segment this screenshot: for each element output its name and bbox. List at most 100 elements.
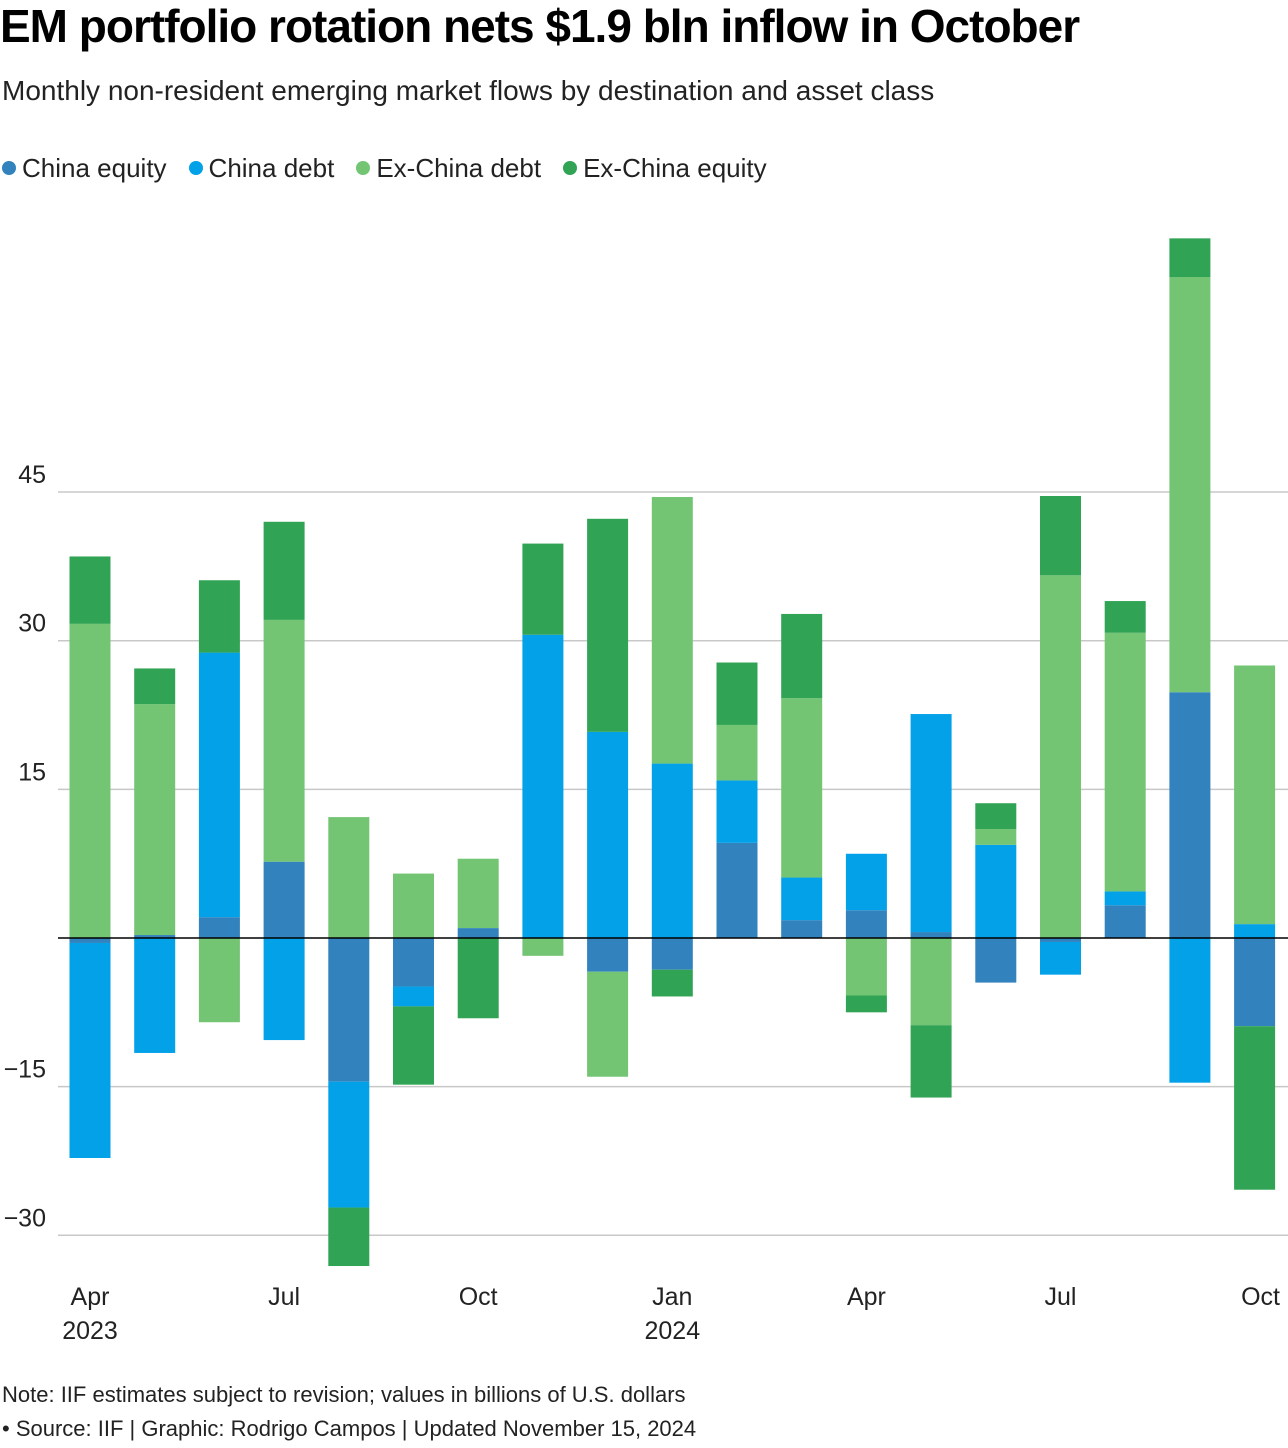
bar-ex-china-equity-jun-2024 — [975, 803, 1017, 829]
chart-note: Note: IIF estimates subject to revision;… — [2, 1382, 686, 1407]
bar-china-debt-jun-2024 — [975, 844, 1017, 938]
bar-china-equity-may-2024 — [910, 932, 952, 938]
x-tick-label: Oct — [1241, 1283, 1280, 1311]
x-tick-label: Apr 2023 — [62, 1283, 118, 1345]
y-tick-label: 45 — [18, 461, 46, 489]
bar-china-debt-aug-2023 — [328, 1081, 370, 1208]
bar-china-debt-nov-2023 — [522, 634, 564, 938]
legend: China equity China debt Ex-China debt Ex… — [2, 151, 789, 185]
bar-ex-china-equity-apr-2024 — [845, 995, 887, 1013]
bar-ex-china-debt-may-2024 — [910, 938, 952, 1026]
bar-china-debt-may-2023 — [134, 938, 176, 1053]
bar-ex-china-equity-may-2024 — [910, 1025, 952, 1098]
legend-item-ex-china-debt[interactable]: Ex-China debt — [356, 151, 541, 185]
x-tick-label: Apr — [847, 1283, 886, 1311]
bar-china-equity-jun-2024 — [975, 938, 1017, 983]
bar-china-debt-feb-2024 — [716, 780, 758, 843]
bar-china-debt-mar-2024 — [781, 877, 823, 921]
bar-china-equity-jul-2024 — [1040, 938, 1081, 942]
bar-china-equity-jul-2023 — [263, 861, 305, 938]
legend-item-ex-china-equity[interactable]: Ex-China equity — [563, 151, 767, 185]
legend-label-china-equity: China equity — [22, 153, 167, 183]
bar-ex-china-equity-oct-2023 — [457, 938, 499, 1019]
bar-china-equity-may-2023 — [134, 935, 176, 938]
bar-ex-china-equity-jan-2024 — [651, 969, 693, 997]
bar-ex-china-equity-aug-2023 — [328, 1207, 370, 1267]
bar-china-debt-apr-2024 — [845, 853, 887, 911]
bar-ex-china-debt-jan-2024 — [651, 497, 693, 764]
legend-swatch-china-equity — [2, 161, 16, 175]
bar-china-equity-apr-2024 — [845, 910, 887, 938]
stacked-bar-chart: 45 30 15 −15 −30 Apr 2023 Jul Oct Jan 2024 Apr Jul Oc… — [4, 238, 1288, 1345]
bar-china-debt-apr-2023 — [69, 942, 111, 1159]
bar-china-equity-feb-2024 — [716, 842, 758, 938]
bar-ex-china-debt-sep-2023 — [393, 873, 434, 938]
bar-china-debt-jul-2023 — [263, 938, 305, 1041]
legend-label-china-debt: China debt — [208, 153, 335, 183]
bar-china-equity-jun-2023 — [198, 917, 240, 938]
bar-ex-china-equity-jul-2024 — [1040, 496, 1081, 576]
bar-ex-china-equity-jul-2023 — [263, 521, 305, 620]
bar-china-debt-may-2024 — [910, 714, 952, 933]
chart-title: EM portfolio rotation nets $1.9 bln infl… — [0, 0, 1080, 52]
bar-china-equity-jan-2024 — [651, 938, 693, 970]
bar-ex-china-equity-feb-2024 — [716, 662, 758, 725]
bar-ex-china-debt-apr-2024 — [845, 938, 887, 996]
x-tick-label: Oct — [459, 1283, 498, 1311]
bar-ex-china-debt-dec-2023 — [587, 971, 629, 1077]
bar-ex-china-equity-oct-2024 — [1234, 1026, 1276, 1190]
bar-ex-china-debt-sep-2024 — [1169, 277, 1211, 693]
bar-ex-china-debt-jun-2023 — [198, 938, 240, 1023]
bar-china-debt-jun-2023 — [198, 652, 240, 918]
legend-swatch-china-debt — [188, 161, 203, 175]
bar-ex-china-equity-apr-2023 — [69, 556, 111, 624]
legend-swatch-ex-china-debt — [356, 161, 371, 175]
bar-ex-china-equity-mar-2024 — [781, 613, 823, 699]
bar-china-equity-oct-2024 — [1234, 938, 1276, 1027]
bar-ex-china-debt-jun-2024 — [975, 828, 1017, 845]
y-tick-label: 15 — [18, 758, 46, 786]
bar-ex-china-debt-jul-2024 — [1040, 575, 1081, 938]
y-tick-label: −15 — [4, 1056, 46, 1084]
bar-ex-china-equity-aug-2024 — [1104, 601, 1146, 633]
chart-source: • Source: IIF | Graphic: Rodrigo Campos … — [2, 1416, 697, 1441]
bar-ex-china-debt-apr-2023 — [69, 623, 111, 938]
bar-ex-china-equity-sep-2023 — [393, 1006, 434, 1085]
bar-ex-china-debt-feb-2024 — [716, 724, 758, 781]
bar-china-debt-jul-2024 — [1040, 941, 1081, 975]
bar-ex-china-debt-oct-2023 — [457, 858, 499, 929]
chart-subtitle: Monthly non-resident emerging market flo… — [2, 75, 935, 106]
x-tick-label: Jul — [1045, 1283, 1077, 1311]
bar-china-debt-dec-2023 — [587, 731, 629, 938]
bar-china-debt-sep-2024 — [1169, 938, 1211, 1083]
bar-ex-china-debt-jul-2023 — [263, 619, 305, 862]
bar-ex-china-debt-mar-2024 — [781, 698, 823, 878]
bar-ex-china-equity-sep-2024 — [1169, 238, 1211, 278]
bar-ex-china-equity-nov-2023 — [522, 543, 564, 635]
bar-china-debt-oct-2024 — [1234, 924, 1276, 938]
bar-china-debt-sep-2023 — [393, 986, 434, 1007]
bar-china-equity-apr-2023 — [69, 938, 111, 943]
bar-china-debt-aug-2024 — [1104, 891, 1146, 906]
bar-china-debt-jan-2024 — [651, 763, 693, 938]
bar-china-equity-sep-2024 — [1169, 692, 1211, 938]
legend-item-china-debt[interactable]: China debt — [188, 151, 335, 185]
bar-china-equity-aug-2023 — [328, 938, 370, 1082]
bar-ex-china-equity-may-2023 — [134, 668, 176, 705]
y-tick-label: −30 — [4, 1204, 46, 1232]
bar-china-equity-oct-2023 — [457, 928, 499, 938]
bar-china-equity-dec-2023 — [587, 938, 629, 972]
bar-china-equity-mar-2024 — [781, 920, 823, 938]
legend-label-ex-china-equity: Ex-China equity — [583, 153, 767, 183]
x-tick-label: Jul — [268, 1283, 300, 1311]
y-tick-label: 30 — [18, 610, 46, 638]
legend-item-china-equity[interactable]: China equity — [2, 151, 167, 185]
bar-china-equity-aug-2024 — [1104, 905, 1146, 938]
bar-ex-china-debt-aug-2024 — [1104, 632, 1146, 892]
bar-ex-china-debt-nov-2023 — [522, 938, 564, 956]
legend-label-ex-china-debt: Ex-China debt — [376, 153, 542, 183]
bar-ex-china-debt-aug-2023 — [328, 817, 370, 938]
x-tick-label: Jan 2024 — [644, 1283, 700, 1345]
bar-ex-china-debt-may-2023 — [134, 704, 176, 936]
bar-ex-china-debt-oct-2024 — [1234, 665, 1276, 925]
